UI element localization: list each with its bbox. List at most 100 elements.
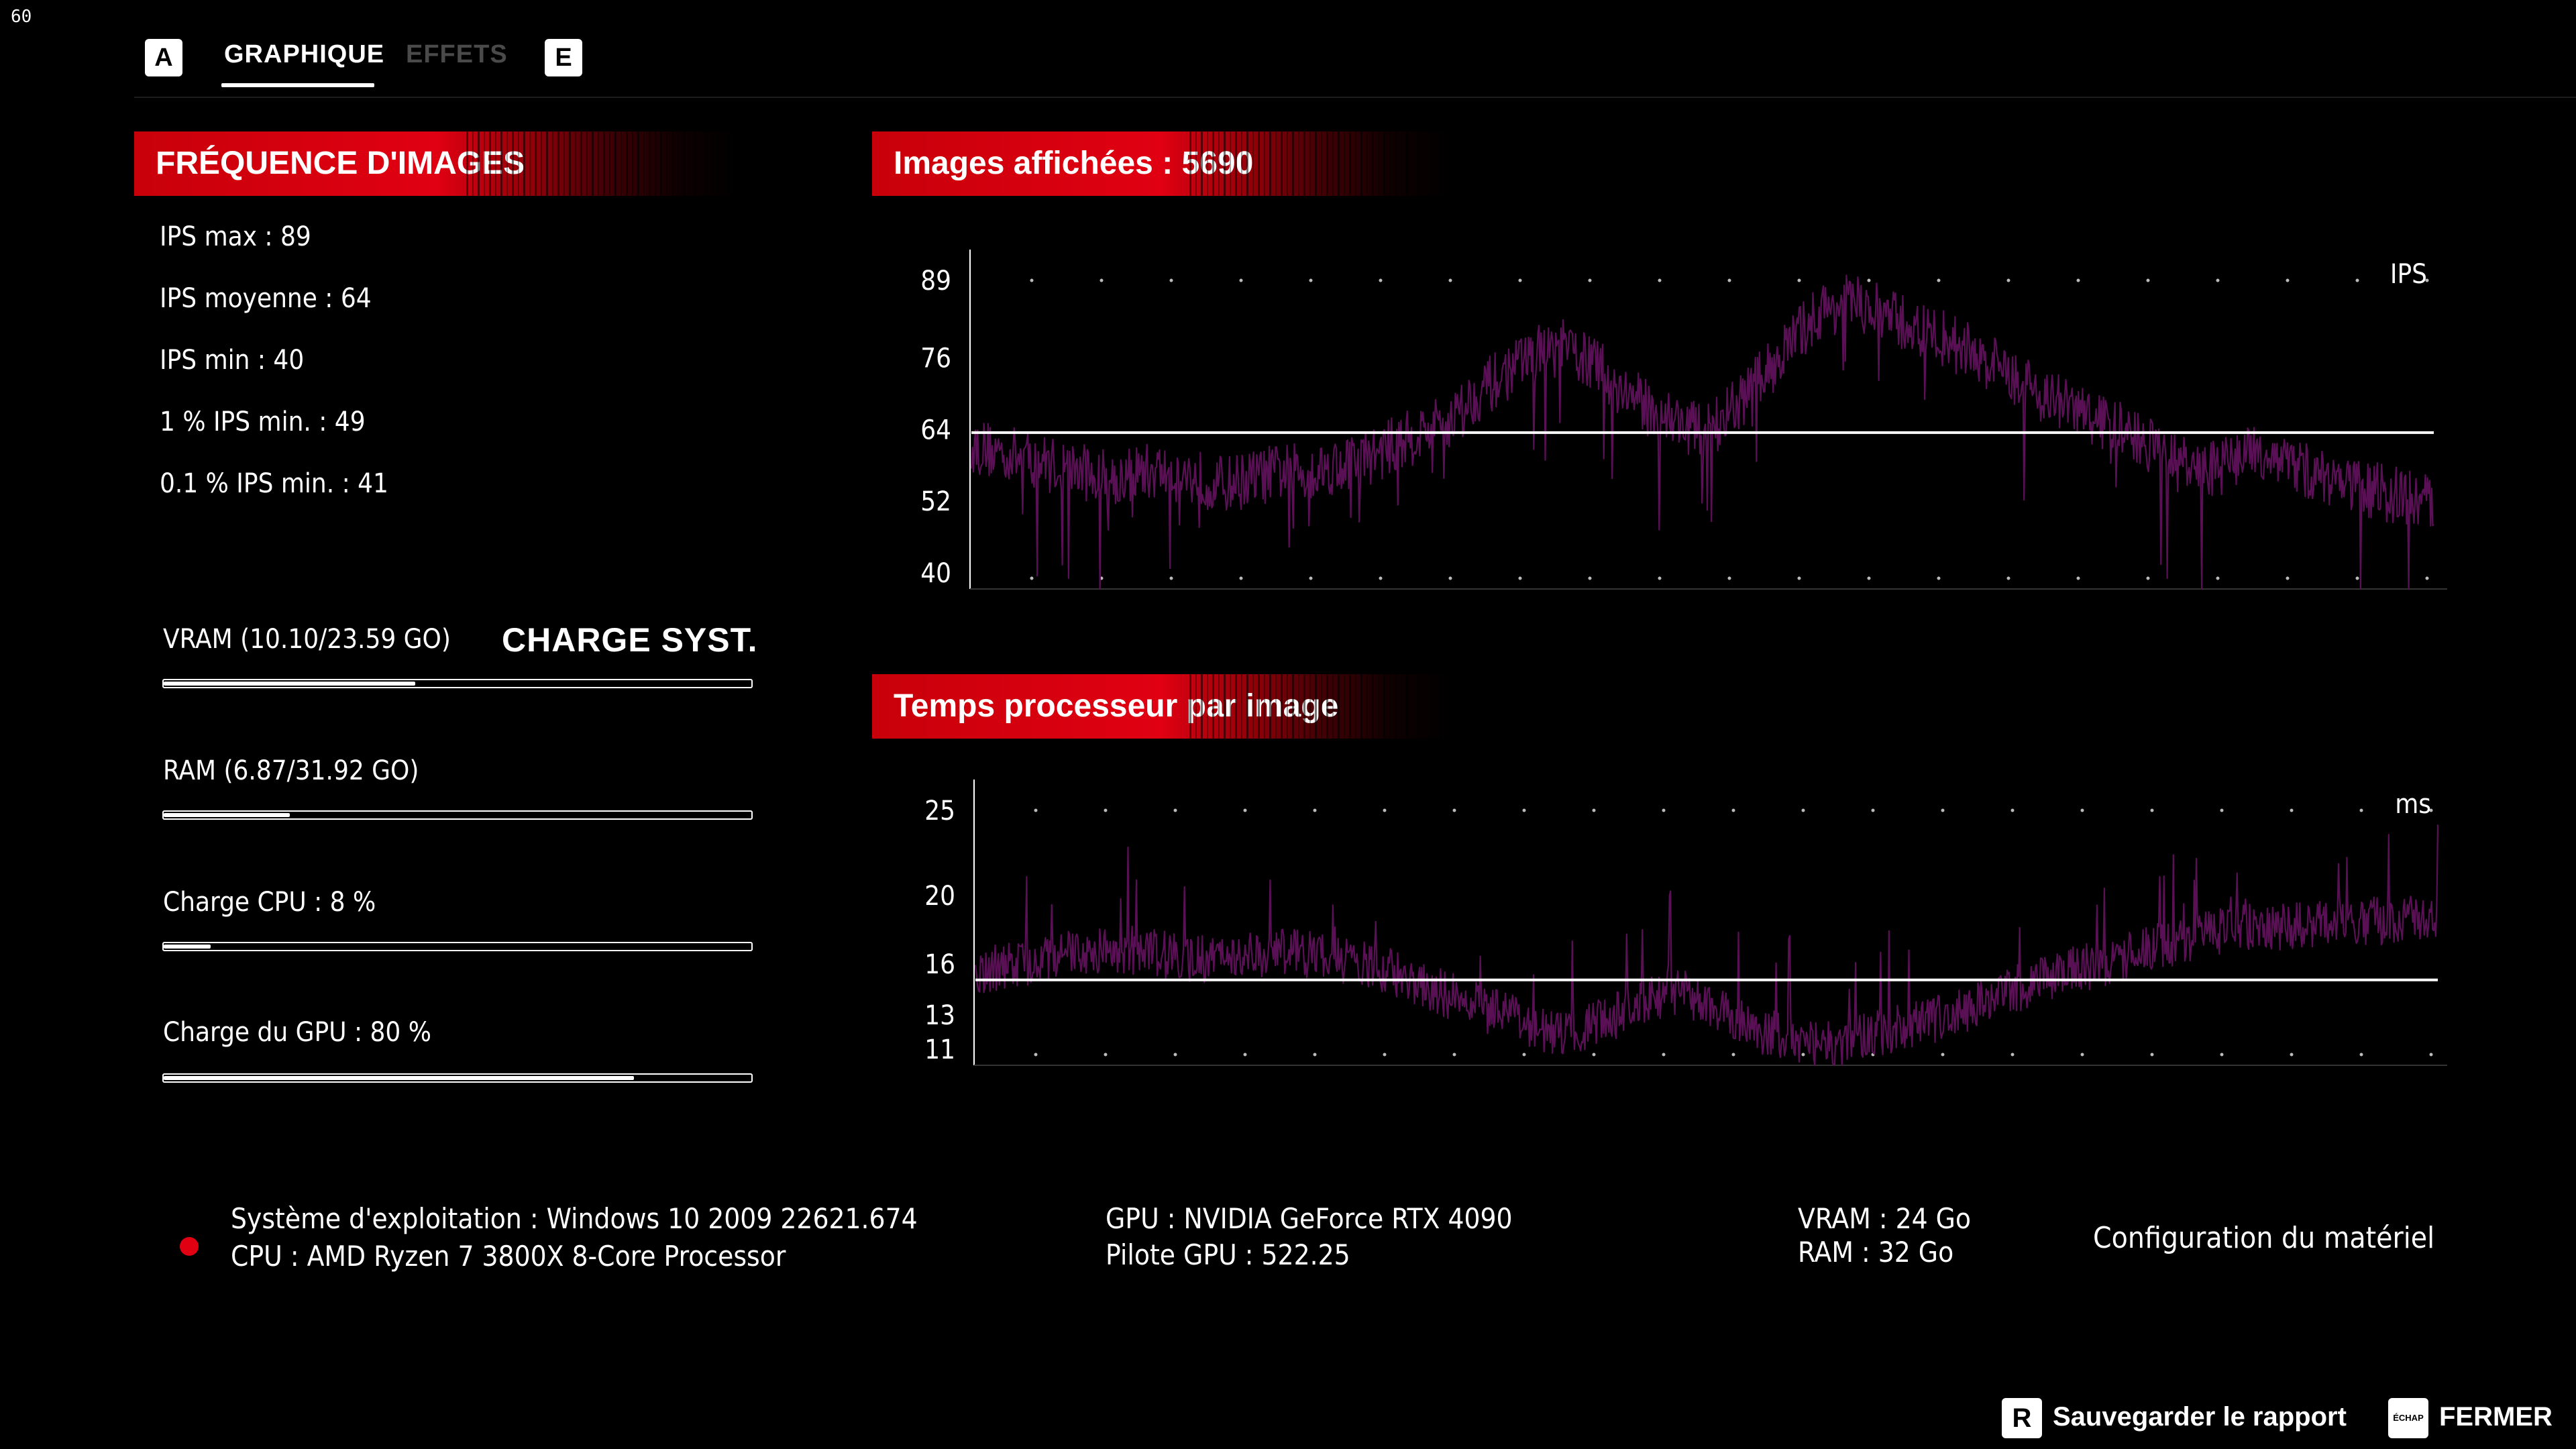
grid-dot [2080, 808, 2084, 812]
stat-fps-1pct-low: 1 % IPS min. : 49 [160, 407, 366, 437]
save-report-button[interactable]: Sauvegarder le rapport [2053, 1402, 2347, 1432]
grid-dot [1658, 278, 1662, 282]
grid-dot [1243, 808, 1247, 812]
fps-counter: 60 [11, 7, 32, 27]
grid-dot [1727, 278, 1731, 282]
y-tick-label: 20 [924, 881, 955, 912]
frames-displayed-header: Images affichées : 5690 [872, 131, 1449, 196]
grid-dot [2076, 576, 2080, 580]
grid-dot [2425, 278, 2429, 282]
escape-key-badge[interactable]: ÉCHAP [2388, 1398, 2428, 1438]
save-report-key-badge[interactable]: R [2002, 1398, 2042, 1438]
grid-dot [2150, 808, 2154, 812]
vram-load-bar-fill [164, 682, 415, 686]
grid-dot [2006, 576, 2010, 580]
grid-dot [1309, 278, 1313, 282]
grid-dot [1727, 576, 1731, 580]
grid-dot [1941, 808, 1945, 812]
grid-dot [1313, 1053, 1317, 1057]
series-line [974, 824, 2439, 1067]
y-tick-label: 64 [920, 415, 951, 445]
y-tick-label: 52 [920, 486, 951, 517]
fps-chart: 89 76 64 52 40 IPS [920, 250, 2447, 590]
vram-load-bar [162, 679, 753, 688]
cpu-load-bar [162, 942, 753, 951]
stat-fps-min: IPS min : 40 [160, 345, 305, 376]
grid-dot [2429, 808, 2433, 812]
gpu-load-bar-fill [164, 1076, 634, 1080]
grid-dot [2290, 808, 2294, 812]
grid-dot [2010, 808, 2015, 812]
grid-dot [2006, 278, 2010, 282]
grid-dot [1379, 576, 1383, 580]
grid-dot [2220, 808, 2224, 812]
vram-load-label: VRAM (10.10/23.59 GO) [163, 624, 451, 655]
active-tab-underline [221, 83, 374, 87]
prev-tab-key-badge[interactable]: A [145, 39, 182, 76]
tab-effets[interactable]: EFFETS [406, 40, 508, 68]
grid-dot [1034, 1053, 1038, 1057]
system-load-title: CHARGE SYST. [502, 621, 758, 659]
grid-dot [1867, 576, 1871, 580]
y-tick-label: 11 [924, 1034, 955, 1065]
y-tick-label: 89 [920, 266, 951, 297]
gpu-driver-info: Pilote GPU : 522.25 [1106, 1238, 1350, 1271]
tab-graphique[interactable]: GRAPHIQUE [224, 40, 385, 68]
grid-dot [2216, 576, 2220, 580]
grid-dot [1522, 1053, 1526, 1057]
grid-dot [1452, 808, 1456, 812]
gpu-load-label: Charge du GPU : 80 % [163, 1017, 431, 1048]
grid-dot [2150, 1053, 2154, 1057]
tab-bar-divider [134, 97, 2576, 98]
grid-dot [1169, 576, 1173, 580]
grid-dot [2220, 1053, 2224, 1057]
y-tick-label: 76 [920, 343, 951, 374]
grid-dot [2359, 808, 2363, 812]
chart-unit-label: ms [2395, 789, 2431, 820]
grid-dot [1309, 576, 1313, 580]
os-info: Système d'exploitation : Windows 10 2009… [231, 1202, 918, 1235]
grid-dot [1797, 278, 1801, 282]
grid-dot [2216, 278, 2220, 282]
grid-dot [1871, 808, 1875, 812]
grid-dot [1937, 278, 1941, 282]
next-tab-key-badge[interactable]: E [545, 39, 582, 76]
gpu-info: GPU : NVIDIA GeForce RTX 4090 [1106, 1202, 1513, 1235]
frame-time-header: Temps processeur par image [872, 674, 1449, 739]
grid-dot [1379, 278, 1383, 282]
grid-dot [1173, 1053, 1177, 1057]
series-line [970, 274, 2434, 590]
vram-info: VRAM : 24 Go [1798, 1202, 1972, 1235]
grid-dot [1522, 808, 1526, 812]
grid-dot [1801, 808, 1805, 812]
grid-dot [1731, 1053, 1735, 1057]
frame-rate-header: FRÉQUENCE D'IMAGES [134, 131, 738, 196]
grid-dot [1243, 1053, 1247, 1057]
hardware-config-link[interactable]: Configuration du matériel [2093, 1221, 2435, 1255]
stat-fps-01pct-low: 0.1 % IPS min. : 41 [160, 468, 388, 499]
grid-dot [1797, 576, 1801, 580]
grid-dot [1518, 278, 1522, 282]
grid-dot [2359, 1053, 2363, 1057]
y-tick-label: 13 [924, 1000, 955, 1031]
ram-load-bar-fill [164, 813, 290, 817]
grid-dot [1518, 576, 1522, 580]
grid-dot [1452, 1053, 1456, 1057]
grid-dot [1448, 278, 1452, 282]
grid-dot [2286, 278, 2290, 282]
grid-dot [1030, 278, 1034, 282]
ram-info: RAM : 32 Go [1798, 1236, 1954, 1269]
cpu-info: CPU : AMD Ryzen 7 3800X 8-Core Processor [231, 1240, 786, 1273]
grid-dot [2355, 576, 2359, 580]
gpu-load-bar [162, 1073, 753, 1083]
grid-dot [1239, 576, 1243, 580]
grid-dot [1169, 278, 1173, 282]
grid-dot [2146, 576, 2150, 580]
grid-dot [1104, 1053, 1108, 1057]
close-button[interactable]: FERMER [2439, 1402, 2553, 1432]
grid-dot [1034, 808, 1038, 812]
cpu-load-bar-fill [164, 945, 211, 949]
grid-dot [1941, 1053, 1945, 1057]
grid-dot [2286, 576, 2290, 580]
